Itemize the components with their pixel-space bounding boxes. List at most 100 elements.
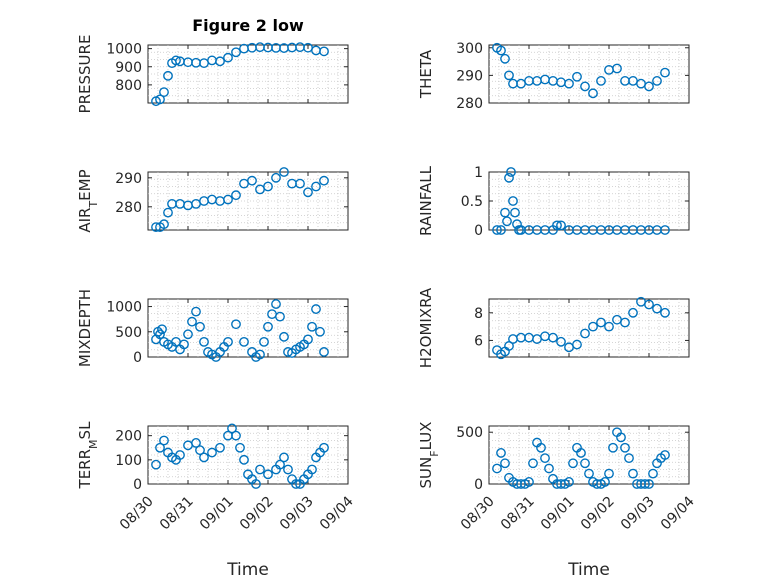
x-tick-label: 08/31 bbox=[157, 493, 197, 533]
data-point bbox=[524, 477, 534, 487]
data-point bbox=[163, 207, 173, 218]
data-point bbox=[508, 196, 518, 206]
y-tick-label: 290 bbox=[456, 68, 483, 84]
data-point bbox=[223, 336, 233, 347]
data-series bbox=[492, 296, 670, 360]
data-point bbox=[227, 423, 237, 434]
gridlines bbox=[148, 45, 348, 103]
subplot-h2omixra: 6 8 H2OMIXRA bbox=[417, 287, 690, 368]
data-point bbox=[600, 477, 610, 487]
data-point bbox=[660, 67, 670, 78]
data-series bbox=[492, 42, 670, 99]
data-point bbox=[580, 458, 590, 469]
y-tick-label: 8 bbox=[474, 306, 483, 322]
data-point bbox=[660, 450, 670, 460]
data-point bbox=[291, 479, 301, 489]
y-tick-label: 0.5 bbox=[461, 194, 483, 210]
data-point bbox=[255, 464, 265, 475]
y-tick-label: 1 bbox=[474, 165, 483, 181]
data-point bbox=[175, 450, 185, 460]
x-axis-label-left: Time bbox=[226, 560, 269, 580]
data-point bbox=[155, 329, 165, 340]
y-axis-label: PRESSURE bbox=[76, 35, 94, 114]
data-series bbox=[151, 423, 329, 489]
data-point bbox=[644, 81, 654, 92]
data-point bbox=[576, 448, 586, 458]
data-point bbox=[624, 453, 634, 464]
y-tick-label: 290 bbox=[115, 171, 142, 187]
x-tick-label: 09/04 bbox=[317, 493, 357, 533]
data-point bbox=[315, 326, 325, 337]
data-point bbox=[239, 454, 249, 465]
data-point bbox=[540, 453, 550, 464]
data-point bbox=[215, 442, 225, 453]
data-point bbox=[496, 45, 506, 56]
data-point bbox=[155, 442, 165, 453]
y-tick-label: 300 bbox=[456, 41, 483, 57]
data-point bbox=[157, 324, 167, 335]
data-point bbox=[251, 479, 261, 489]
y-axis-label: AIRTEMP bbox=[76, 169, 100, 232]
data-point bbox=[556, 220, 566, 231]
data-point bbox=[564, 78, 574, 89]
data-point bbox=[275, 459, 285, 470]
data-point bbox=[528, 458, 538, 469]
data-point bbox=[307, 321, 317, 332]
data-point bbox=[155, 94, 165, 105]
data-point bbox=[568, 458, 578, 469]
data-point bbox=[510, 207, 520, 218]
data-point bbox=[319, 175, 329, 186]
y-axis-label: H2OMIXRA bbox=[417, 287, 435, 368]
data-point bbox=[644, 479, 654, 489]
data-point bbox=[496, 448, 506, 458]
data-point bbox=[506, 167, 516, 177]
data-point bbox=[616, 432, 626, 443]
data-point bbox=[231, 430, 241, 441]
x-tick-label: 09/01 bbox=[538, 493, 578, 533]
data-point bbox=[552, 220, 562, 231]
y-tick-label: 500 bbox=[115, 325, 142, 341]
y-tick-label: 800 bbox=[115, 78, 142, 94]
data-point bbox=[648, 468, 658, 479]
data-point bbox=[604, 468, 614, 479]
data-point bbox=[283, 464, 293, 475]
data-point bbox=[660, 225, 670, 235]
x-tick-label: 08/30 bbox=[458, 493, 498, 533]
data-point bbox=[183, 329, 193, 340]
subplot-mixdepth: 0 500 1000 MIXDEPTH bbox=[76, 289, 349, 367]
y-tick-label: 1000 bbox=[106, 42, 142, 58]
data-point bbox=[151, 459, 161, 470]
y-tick-label: 0 bbox=[474, 223, 483, 239]
data-point bbox=[580, 328, 590, 339]
data-point bbox=[556, 336, 566, 347]
y-axis-label: SUNFLUX bbox=[417, 422, 441, 489]
data-point bbox=[195, 445, 205, 456]
data-point bbox=[231, 47, 241, 58]
y-tick-label: 500 bbox=[456, 425, 483, 441]
data-point bbox=[279, 167, 289, 177]
data-point bbox=[319, 442, 329, 453]
data-point bbox=[295, 178, 305, 189]
data-point bbox=[223, 52, 233, 63]
data-point bbox=[271, 299, 281, 309]
data-point bbox=[199, 336, 209, 347]
data-point bbox=[223, 194, 233, 205]
data-point bbox=[492, 463, 502, 474]
data-series bbox=[151, 167, 329, 233]
data-point bbox=[604, 321, 614, 332]
data-point bbox=[159, 435, 169, 446]
data-point bbox=[492, 225, 502, 235]
x-tick-label: 09/03 bbox=[618, 493, 658, 533]
data-point bbox=[279, 331, 289, 342]
y-tick-label: 1000 bbox=[106, 300, 142, 316]
y-axis-label: THETA bbox=[417, 49, 435, 99]
data-point bbox=[231, 319, 241, 330]
y-tick-label: 6 bbox=[474, 333, 483, 349]
data-point bbox=[195, 321, 205, 332]
data-point bbox=[640, 479, 650, 489]
data-point bbox=[652, 76, 662, 86]
data-point bbox=[303, 187, 313, 198]
data-point bbox=[271, 172, 281, 183]
data-point bbox=[660, 307, 670, 318]
